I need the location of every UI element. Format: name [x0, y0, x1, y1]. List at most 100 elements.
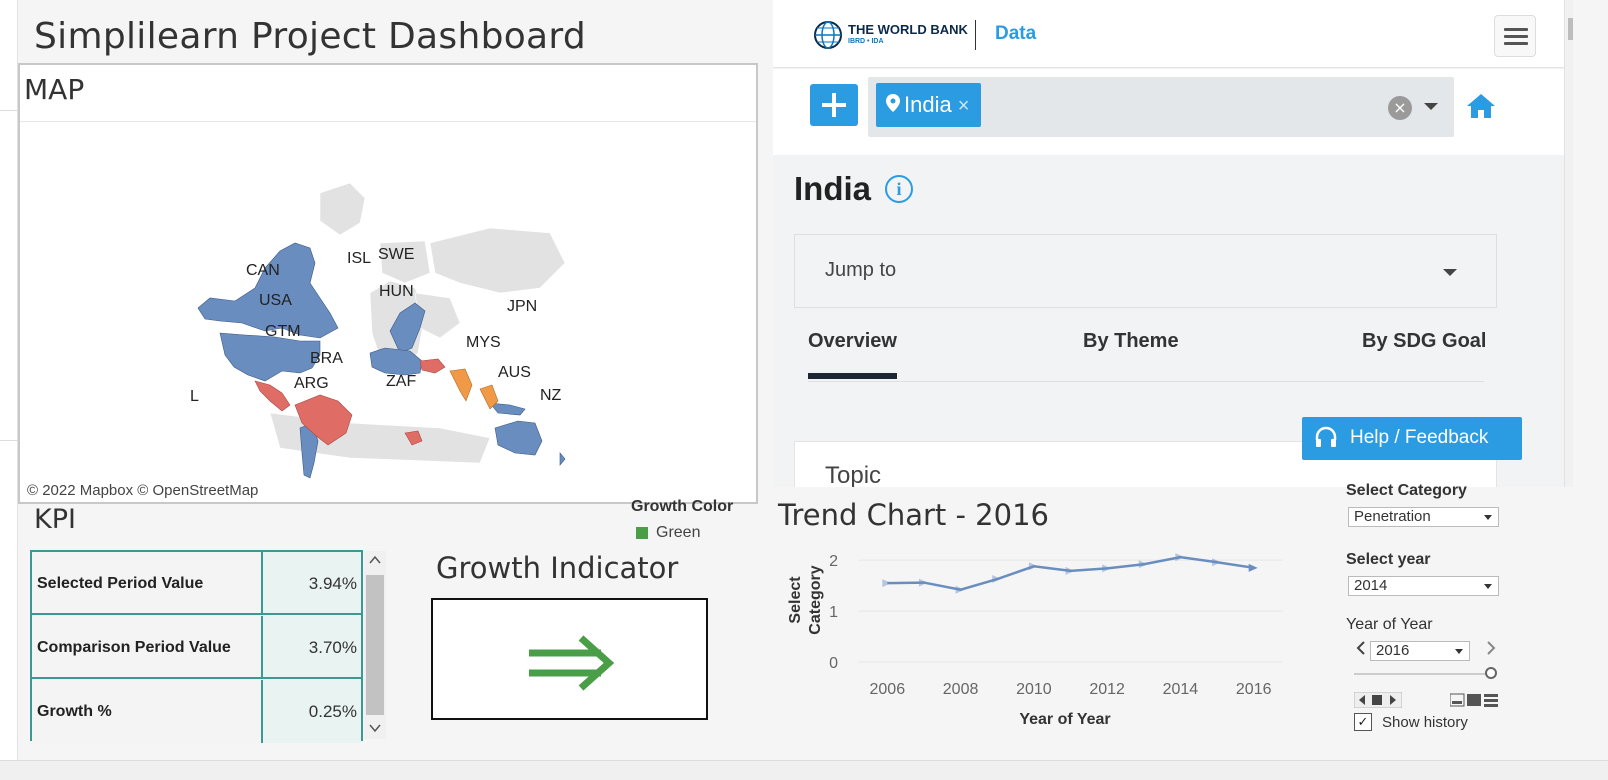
legend-swatch — [636, 527, 648, 539]
data-point — [1212, 558, 1222, 567]
table-row: Comparison Period Value 3.70% — [32, 616, 361, 679]
series-line — [887, 555, 1254, 591]
chip-remove-icon[interactable]: × — [957, 95, 970, 117]
year-slider-handle[interactable] — [1485, 667, 1497, 679]
data-point — [1248, 563, 1258, 572]
x-tick-label: 2012 — [1089, 681, 1125, 698]
y-tick-label: 0 — [829, 655, 838, 672]
data-point — [1138, 560, 1148, 569]
map-label: ISL — [347, 250, 372, 267]
dashboard-title: Simplilearn Project Dashboard — [34, 16, 587, 57]
map-label: SWE — [378, 246, 415, 263]
topic-heading: Topic — [825, 462, 882, 487]
map-panel[interactable]: MAP — [18, 63, 758, 504]
kpi-scrollbar[interactable] — [364, 551, 386, 739]
scrollbar-thumb[interactable] — [366, 575, 384, 715]
table-row: Selected Period Value 3.94% — [32, 552, 361, 615]
region-indonesia — [489, 402, 526, 416]
kpi-title: KPI — [34, 504, 76, 535]
country-chip[interactable]: India × — [876, 83, 982, 127]
select-category-dropdown[interactable]: Penetration — [1348, 507, 1499, 527]
legend-item[interactable]: Green — [656, 524, 701, 541]
select-category-label: Select Category — [1346, 482, 1467, 499]
growth-color-legend: Growth Color Green — [631, 498, 734, 541]
tab-overview[interactable]: Overview — [808, 330, 897, 379]
playback-controls-icon[interactable] — [1354, 692, 1402, 708]
data-point — [1028, 562, 1038, 571]
data-point — [882, 579, 892, 588]
select-year-control: Select year 2014 — [1346, 551, 1499, 596]
hamburger-menu-icon[interactable] — [1494, 15, 1536, 57]
year-of-year-dropdown[interactable]: 2016 — [1370, 641, 1470, 661]
data-link[interactable]: Data — [995, 23, 1037, 44]
country-chip-label: India — [904, 92, 952, 117]
region-nz — [559, 452, 566, 466]
trend-chart[interactable]: Select Category Year of Year 0 1 2 2006 2008… — [778, 540, 1298, 740]
map-credit[interactable]: © 2022 Mapbox © OpenStreetMap — [24, 481, 262, 500]
x-tick-label: 2016 — [1236, 681, 1272, 698]
clear-search-icon[interactable]: × — [1388, 96, 1412, 120]
y-axis-label: Select — [787, 576, 804, 624]
bottom-strip — [0, 760, 1608, 780]
scrollbar-thumb[interactable] — [1568, 18, 1573, 40]
worldbank-globe-icon[interactable] — [813, 20, 843, 50]
y-axis-label: Category — [807, 565, 824, 634]
kpi-label: Comparison Period Value — [32, 616, 263, 677]
worldbank-scrollbar[interactable] — [1564, 0, 1573, 487]
data-point — [1175, 553, 1185, 562]
layout-toggle-icon[interactable] — [1450, 692, 1498, 708]
chevron-down-icon — [1443, 269, 1457, 276]
country-search-row: India × × — [773, 69, 1564, 155]
world-map[interactable] — [20, 123, 756, 499]
scroll-down-icon[interactable] — [369, 723, 381, 733]
map-label: CAN — [246, 262, 280, 279]
y-tick-label: 2 — [829, 553, 838, 570]
select-year-dropdown[interactable]: 2014 — [1348, 576, 1499, 596]
map-pin-icon — [886, 83, 900, 127]
map-title: MAP — [24, 73, 85, 106]
kpi-label: Selected Period Value — [32, 552, 263, 613]
tab-by-theme[interactable]: By Theme — [1083, 330, 1179, 352]
country-heading: India — [794, 170, 872, 207]
data-point — [992, 575, 1002, 584]
y-tick-label: 1 — [829, 604, 838, 621]
tab-by-sdg-goal[interactable]: By SDG Goal — [1362, 330, 1487, 352]
growth-indicator-title: Growth Indicator — [436, 551, 679, 585]
chevron-left-icon[interactable] — [1354, 640, 1368, 656]
x-tick-label: 2006 — [870, 681, 906, 698]
worldbank-header: THE WORLD BANK IBRD • IDA Data — [773, 0, 1564, 68]
region-australia — [494, 420, 543, 456]
jump-to-dropdown[interactable]: Jump to — [794, 234, 1497, 308]
kpi-table: Selected Period Value 3.94% Comparison P… — [30, 550, 363, 743]
worldbank-brand-name: THE WORLD BANK — [848, 22, 968, 37]
table-row: Growth % 0.25% — [32, 680, 361, 743]
select-category-control: Select Category Penetration — [1346, 482, 1499, 527]
x-tick-label: 2010 — [1016, 681, 1052, 698]
region-mexico — [254, 380, 291, 412]
chevron-down-icon[interactable] — [1424, 103, 1438, 110]
scroll-up-icon[interactable] — [369, 555, 381, 565]
x-tick-label: 2014 — [1163, 681, 1199, 698]
region-brazil — [294, 394, 353, 446]
worldbank-embed: THE WORLD BANK IBRD • IDA Data India × × … — [773, 0, 1573, 487]
kpi-value: 3.94% — [263, 552, 361, 613]
right-double-arrow-icon — [529, 635, 615, 691]
worldbank-brand[interactable]: THE WORLD BANK IBRD • IDA — [848, 22, 968, 45]
legend-title: Growth Color — [631, 498, 734, 515]
data-point — [955, 585, 965, 594]
left-gutter — [0, 0, 18, 760]
region-canada — [197, 242, 339, 339]
map-label: BRA — [310, 350, 343, 367]
home-icon[interactable] — [1466, 93, 1496, 119]
trend-plot-area: 0 1 2 2006 2008 2010 2012 2014 2016 — [829, 553, 1283, 698]
header-divider — [975, 20, 976, 50]
add-country-button[interactable] — [810, 84, 858, 126]
chevron-right-icon[interactable] — [1484, 640, 1498, 656]
x-axis-label: Year of Year — [1019, 711, 1110, 728]
help-feedback-button[interactable]: Help / Feedback — [1302, 417, 1522, 460]
info-icon[interactable]: i — [885, 175, 913, 203]
year-slider-track[interactable] — [1354, 673, 1486, 675]
show-history-checkbox[interactable]: ✓ — [1354, 713, 1372, 731]
country-search-input[interactable]: India × × — [868, 77, 1454, 137]
data-point — [1102, 564, 1112, 573]
